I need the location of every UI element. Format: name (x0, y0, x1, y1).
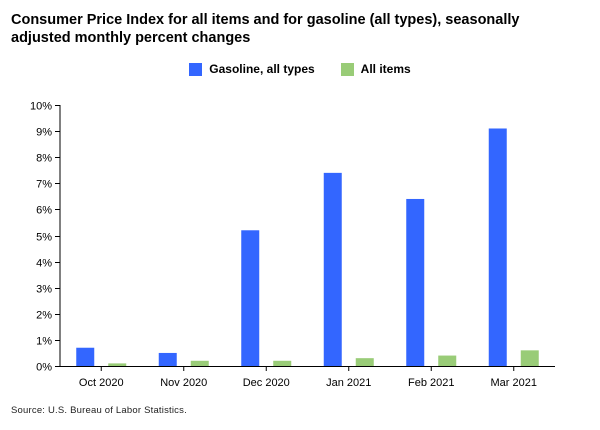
chart-title: Consumer Price Index for all items and f… (11, 12, 520, 46)
bar-all-items (273, 360, 292, 366)
x-tick-label: Jan 2021 (326, 377, 371, 389)
bar-all-items (520, 350, 539, 366)
y-tick-label: 1% (36, 336, 52, 348)
bar-all-items (190, 360, 209, 366)
legend-label-gasoline: Gasoline, all types (209, 62, 315, 76)
x-tick-label: Feb 2021 (408, 377, 454, 389)
y-tick-label: 6% (36, 205, 52, 217)
source-note: Source: U.S. Bureau of Labor Statistics. (11, 405, 187, 416)
y-tick-label: 3% (36, 284, 52, 296)
bar-gasoline (406, 198, 425, 366)
legend: Gasoline, all types All items (0, 62, 600, 76)
bar-gasoline (241, 230, 260, 366)
bar-gasoline (76, 347, 95, 366)
y-tick-label: 9% (36, 127, 52, 139)
bar-all-items (108, 363, 127, 366)
legend-item-all-items[interactable]: All items (340, 62, 411, 76)
y-tick-label: 5% (36, 232, 52, 244)
legend-item-gasoline[interactable]: Gasoline, all types (189, 62, 315, 76)
bar-gasoline (158, 352, 177, 366)
x-tick-label: Oct 2020 (79, 377, 124, 389)
y-tick-label: 4% (36, 258, 52, 270)
bar-all-items (355, 358, 374, 366)
legend-swatch-gasoline (189, 62, 203, 76)
y-tick-label: 2% (36, 310, 52, 322)
bar-gasoline (323, 172, 342, 366)
legend-swatch-all-items (340, 62, 354, 76)
y-tick-label: 0% (36, 362, 52, 374)
x-tick-label: Nov 2020 (160, 377, 207, 389)
y-tick-label: 10% (30, 101, 52, 113)
x-tick-label: Mar 2021 (491, 377, 537, 389)
x-tick-label: Dec 2020 (243, 377, 290, 389)
y-tick-label: 7% (36, 179, 52, 191)
y-tick-label: 8% (36, 153, 52, 165)
bar-gasoline (488, 128, 507, 366)
legend-label-all-items: All items (360, 62, 411, 76)
bar-all-items (438, 355, 457, 366)
